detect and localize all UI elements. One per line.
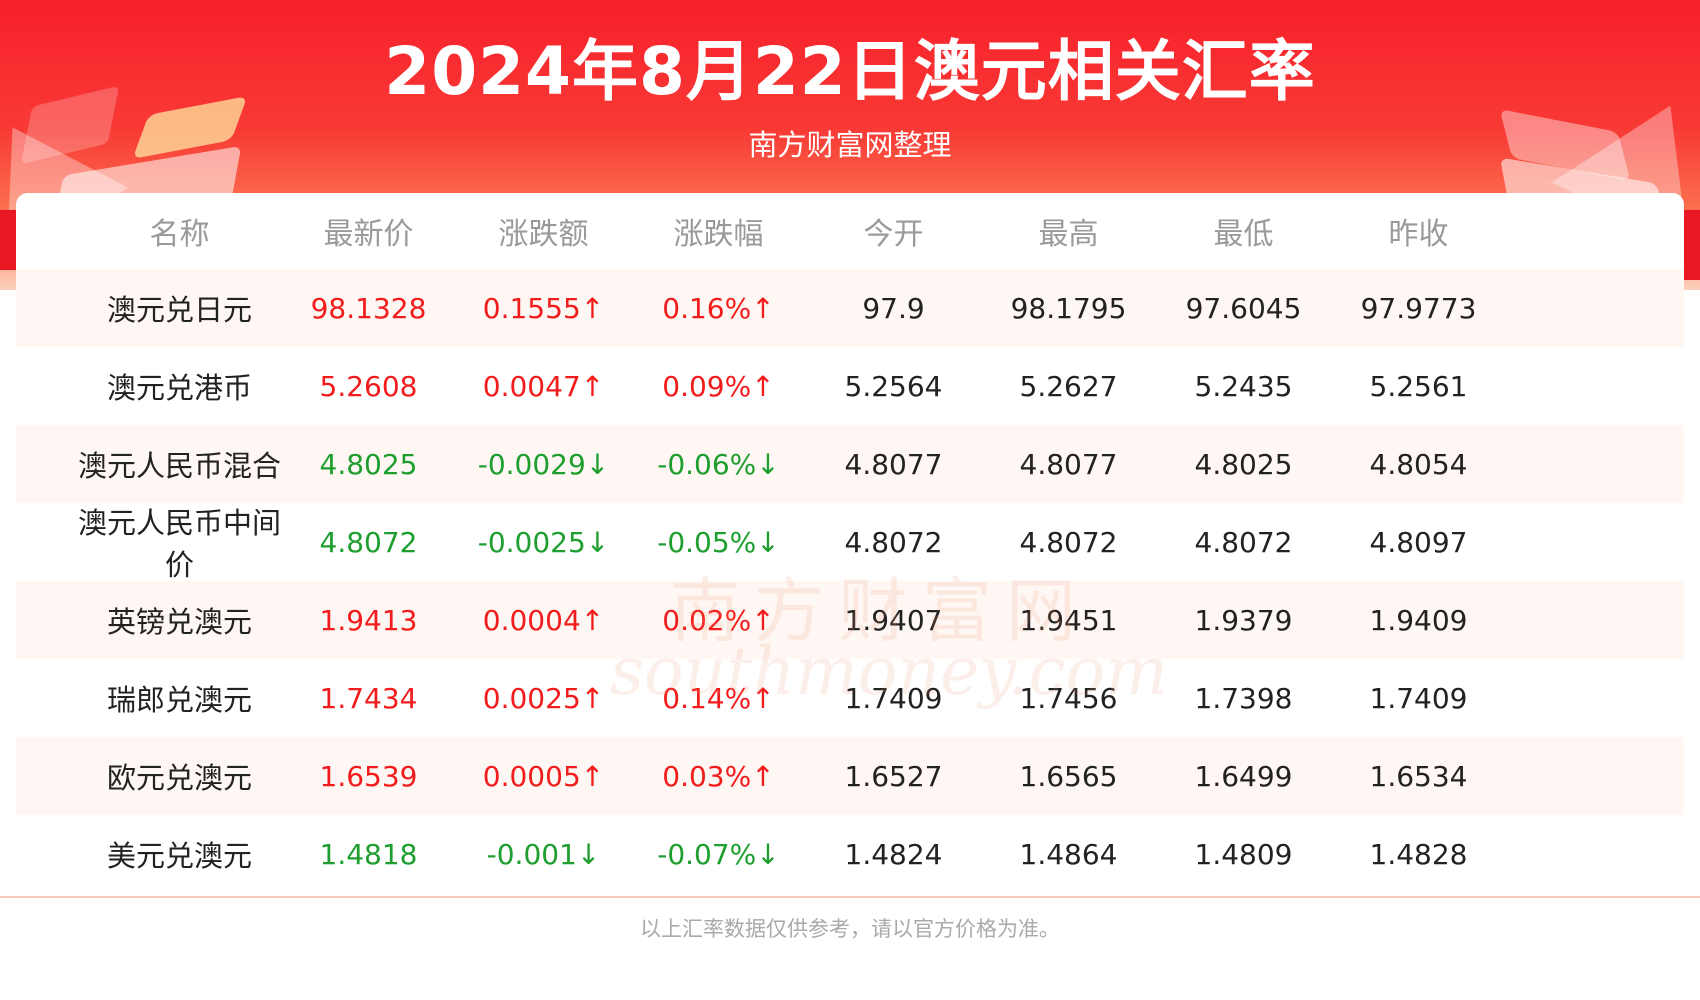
- cell-high: 1.6565: [1019, 759, 1118, 793]
- page-title: 2024年8月22日澳元相关汇率: [384, 33, 1316, 110]
- disclaimer-note: 以上汇率数据仅供参考，请以官方价格为准。: [640, 917, 1060, 941]
- table-row: 英镑兑澳元 1.9413 0.0004↑ 0.02%↑ 1.9407 1.945…: [16, 581, 1684, 659]
- cell-high: 5.2627: [1019, 369, 1118, 403]
- cell-prev-close: 1.7409: [1369, 681, 1468, 715]
- cell-latest: 1.6539: [319, 759, 418, 793]
- cell-name: 欧元兑澳元: [106, 761, 252, 795]
- cell-open: 4.8077: [844, 447, 943, 481]
- cell-low: 97.6045: [1185, 291, 1302, 325]
- rate-table: 名称 最新价 涨跌额 涨跌幅 今开 最高 最低 昨收 澳元兑日元 98.1328…: [16, 193, 1684, 893]
- cell-change: 0.0025↑: [482, 681, 605, 715]
- cell-high: 1.4864: [1019, 837, 1118, 871]
- cell-open: 1.9407: [844, 603, 943, 637]
- column-header-name: 名称: [149, 217, 210, 252]
- column-header-prev-close: 昨收: [1388, 217, 1449, 252]
- cell-low: 4.8025: [1194, 447, 1293, 481]
- cell-low: 1.7398: [1194, 681, 1293, 715]
- cell-latest: 5.2608: [319, 369, 418, 403]
- cell-high: 4.8072: [1019, 525, 1118, 559]
- cell-latest: 4.8072: [319, 525, 418, 559]
- column-header-open: 今开: [863, 217, 924, 252]
- cell-change-pct: -0.05%↓: [657, 525, 780, 559]
- column-header-change-pct: 涨跌幅: [673, 217, 764, 252]
- footer-divider: [0, 896, 1700, 898]
- cell-change: 0.0047↑: [482, 369, 605, 403]
- cell-low: 5.2435: [1194, 369, 1293, 403]
- cell-change-pct: 0.14%↑: [662, 681, 775, 715]
- cell-low: 1.9379: [1194, 603, 1293, 637]
- cell-name: 瑞郎兑澳元: [106, 683, 252, 717]
- cell-name: 澳元兑日元: [106, 293, 252, 327]
- page-subtitle: 南方财富网整理: [748, 128, 952, 162]
- cell-name: 澳元兑港币: [106, 371, 252, 405]
- cell-latest: 1.7434: [319, 681, 418, 715]
- cell-high: 1.9451: [1019, 603, 1118, 637]
- table-row: 澳元人民币中间价 4.8072 -0.0025↓ -0.05%↓ 4.8072 …: [16, 503, 1684, 582]
- column-header-low: 最低: [1213, 217, 1274, 252]
- decor-shape: [0, 210, 18, 270]
- decor-shape: [1680, 210, 1700, 280]
- cell-prev-close: 1.9409: [1369, 603, 1468, 637]
- cell-change-pct: 0.02%↑: [662, 603, 775, 637]
- cell-open: 1.7409: [844, 681, 943, 715]
- cell-latest: 1.9413: [319, 603, 418, 637]
- cell-open: 1.6527: [844, 759, 943, 793]
- cell-name: 澳元人民币中间价: [78, 506, 282, 582]
- cell-change-pct: 0.09%↑: [662, 369, 775, 403]
- cell-name: 美元兑澳元: [106, 839, 252, 873]
- cell-high: 98.1795: [1010, 291, 1127, 325]
- cell-change: 0.0004↑: [482, 603, 605, 637]
- cell-prev-close: 1.6534: [1369, 759, 1468, 793]
- cell-prev-close: 5.2561: [1369, 369, 1468, 403]
- cell-high: 1.7456: [1019, 681, 1118, 715]
- cell-low: 4.8072: [1194, 525, 1293, 559]
- cell-prev-close: 97.9773: [1360, 291, 1477, 325]
- cell-prev-close: 1.4828: [1369, 837, 1468, 871]
- cell-change-pct: 0.16%↑: [662, 291, 775, 325]
- table-row: 瑞郎兑澳元 1.7434 0.0025↑ 0.14%↑ 1.7409 1.745…: [16, 659, 1684, 737]
- cell-prev-close: 4.8097: [1369, 525, 1468, 559]
- column-header-latest: 最新价: [323, 217, 414, 252]
- cell-low: 1.6499: [1194, 759, 1293, 793]
- cell-latest: 4.8025: [319, 447, 418, 481]
- cell-change: -0.001↓: [486, 837, 601, 871]
- cell-latest: 98.1328: [310, 291, 427, 325]
- cell-change: -0.0029↓: [477, 447, 610, 481]
- table-header-row: 名称 最新价 涨跌额 涨跌幅 今开 最高 最低 昨收: [16, 193, 1684, 269]
- table-row: 澳元人民币混合 4.8025 -0.0029↓ -0.06%↓ 4.8077 4…: [16, 425, 1684, 503]
- cell-change-pct: 0.03%↑: [662, 759, 775, 793]
- cell-change: -0.0025↓: [477, 525, 610, 559]
- cell-latest: 1.4818: [319, 837, 418, 871]
- column-header-change: 涨跌额: [498, 217, 589, 252]
- column-header-high: 最高: [1038, 217, 1099, 252]
- cell-change-pct: -0.07%↓: [657, 837, 780, 871]
- cell-open: 97.9: [862, 291, 925, 325]
- cell-change-pct: -0.06%↓: [657, 447, 780, 481]
- cell-open: 1.4824: [844, 837, 943, 871]
- cell-name: 澳元人民币混合: [78, 449, 282, 483]
- cell-high: 4.8077: [1019, 447, 1118, 481]
- cell-change: 0.1555↑: [482, 291, 605, 325]
- cell-change: 0.0005↑: [482, 759, 605, 793]
- cell-prev-close: 4.8054: [1369, 447, 1468, 481]
- cell-open: 4.8072: [844, 525, 943, 559]
- cell-low: 1.4809: [1194, 837, 1293, 871]
- table-row: 欧元兑澳元 1.6539 0.0005↑ 0.03%↑ 1.6527 1.656…: [16, 737, 1684, 815]
- table-row: 美元兑澳元 1.4818 -0.001↓ -0.07%↓ 1.4824 1.48…: [16, 815, 1684, 893]
- table-row: 澳元兑日元 98.1328 0.1555↑ 0.16%↑ 97.9 98.179…: [16, 269, 1684, 347]
- cell-open: 5.2564: [844, 369, 943, 403]
- table-row: 澳元兑港币 5.2608 0.0047↑ 0.09%↑ 5.2564 5.262…: [16, 347, 1684, 425]
- cell-name: 英镑兑澳元: [106, 605, 252, 639]
